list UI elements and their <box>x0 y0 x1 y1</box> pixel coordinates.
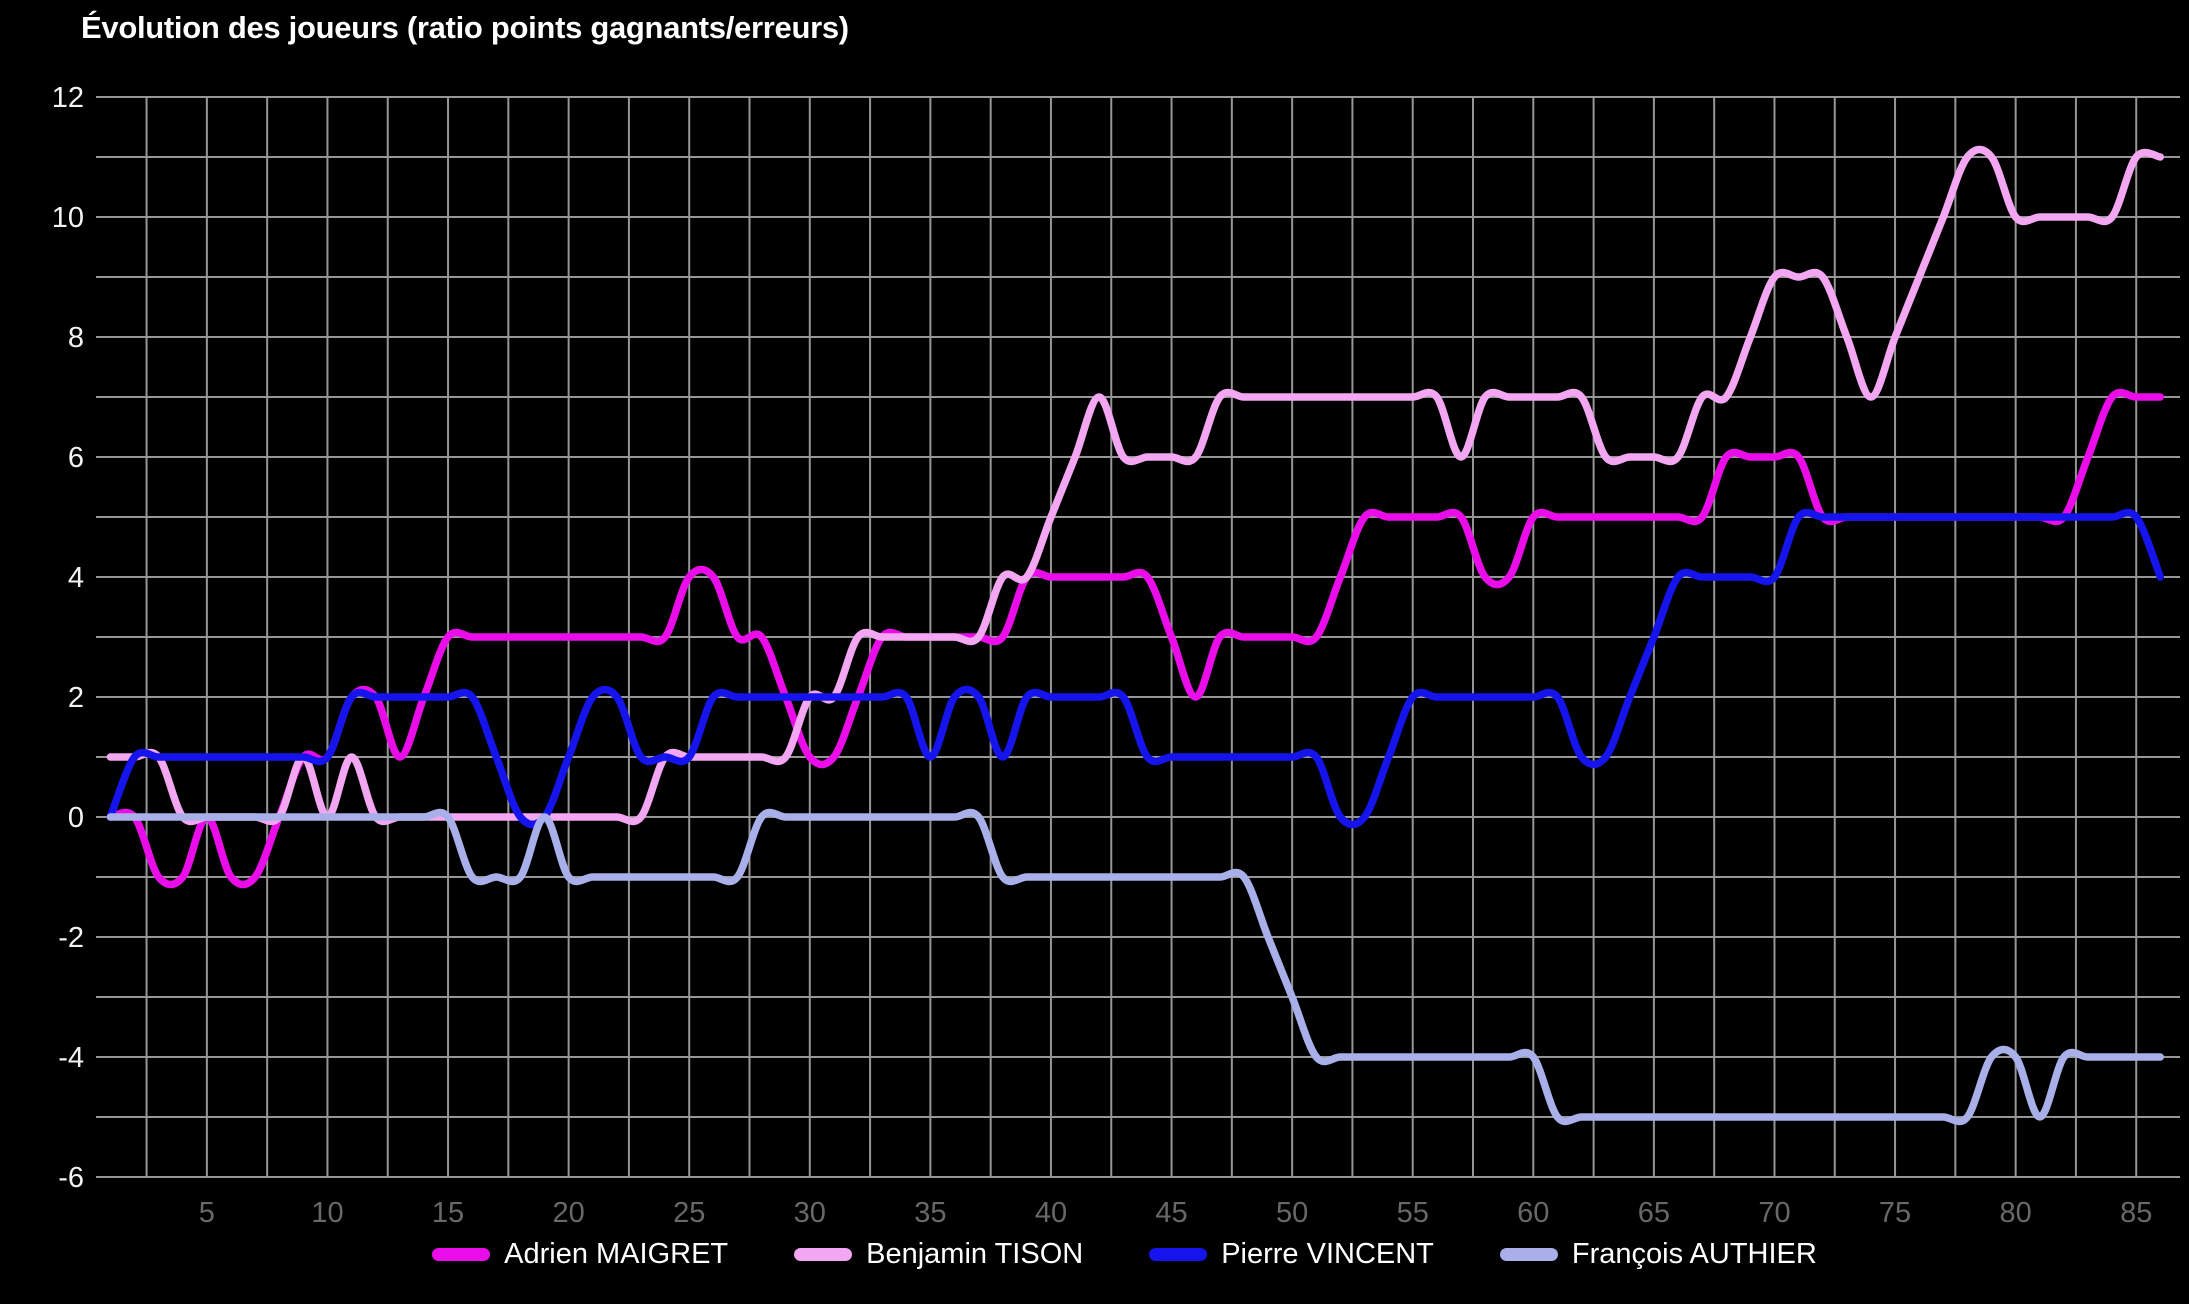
x-axis-label: 70 <box>1758 1197 1790 1229</box>
y-axis-label: -4 <box>58 1042 84 1074</box>
x-axis-label: 65 <box>1638 1197 1670 1229</box>
x-axis-label: 45 <box>1155 1197 1187 1229</box>
legend-item-fran-ois-authier[interactable]: François AUTHIER <box>1499 1238 1817 1271</box>
legend-label-benjamin-tison: Benjamin TISON <box>866 1238 1084 1270</box>
x-axis-label: 35 <box>914 1197 946 1229</box>
legend-swatch-pierre-vincent <box>1149 1248 1208 1261</box>
legend-label-adrien-maigret: Adrien MAIGRET <box>504 1238 729 1270</box>
x-axis-label: 75 <box>1879 1197 1911 1229</box>
y-axis-label: 8 <box>68 322 84 354</box>
legend-label-fran-ois-authier: François AUTHIER <box>1571 1238 1817 1270</box>
legend-swatch-fran-ois-authier <box>1499 1248 1558 1261</box>
legend-label-pierre-vincent: Pierre VINCENT <box>1221 1238 1434 1270</box>
y-axis-label: 6 <box>68 442 84 474</box>
legend-item-pierre-vincent[interactable]: Pierre VINCENT <box>1149 1238 1434 1271</box>
legend-item-adrien-maigret[interactable]: Adrien MAIGRET <box>432 1238 728 1271</box>
x-axis-label: 10 <box>311 1197 343 1229</box>
y-axis-label: 4 <box>68 562 84 594</box>
x-axis-label: 50 <box>1276 1197 1308 1229</box>
legend-swatch-benjamin-tison <box>794 1248 853 1261</box>
series-line-fran-ois-authier[interactable] <box>106 808 2165 1126</box>
x-axis-label: 85 <box>2120 1197 2152 1229</box>
x-axis-label: 5 <box>199 1197 215 1229</box>
y-axis-label: 12 <box>52 82 84 114</box>
y-axis-label: -2 <box>58 922 84 954</box>
chart-title: Évolution des joueurs (ratio points gagn… <box>81 10 849 45</box>
x-axis-label: 25 <box>673 1197 705 1229</box>
x-axis-label: 55 <box>1397 1197 1429 1229</box>
legend-item-benjamin-tison[interactable]: Benjamin TISON <box>794 1238 1083 1271</box>
x-axis-label: 20 <box>552 1197 584 1229</box>
chart-legend: Adrien MAIGRET Benjamin TISON Pierre VINCE… <box>30 1238 2189 1271</box>
series-line-adrien-maigret[interactable] <box>106 388 2165 889</box>
x-axis-label: 40 <box>1035 1197 1067 1229</box>
y-axis-label: 0 <box>68 802 84 834</box>
legend-swatch-adrien-maigret <box>432 1248 491 1261</box>
y-axis-label: 2 <box>68 682 84 714</box>
y-axis-label: 10 <box>52 202 84 234</box>
y-axis-label: -6 <box>58 1162 84 1194</box>
x-axis-label: 60 <box>1517 1197 1549 1229</box>
x-axis-label: 15 <box>432 1197 464 1229</box>
series-line-pierre-vincent[interactable] <box>106 508 2165 829</box>
x-axis-label: 30 <box>794 1197 826 1229</box>
x-axis-label: 80 <box>2000 1197 2032 1229</box>
